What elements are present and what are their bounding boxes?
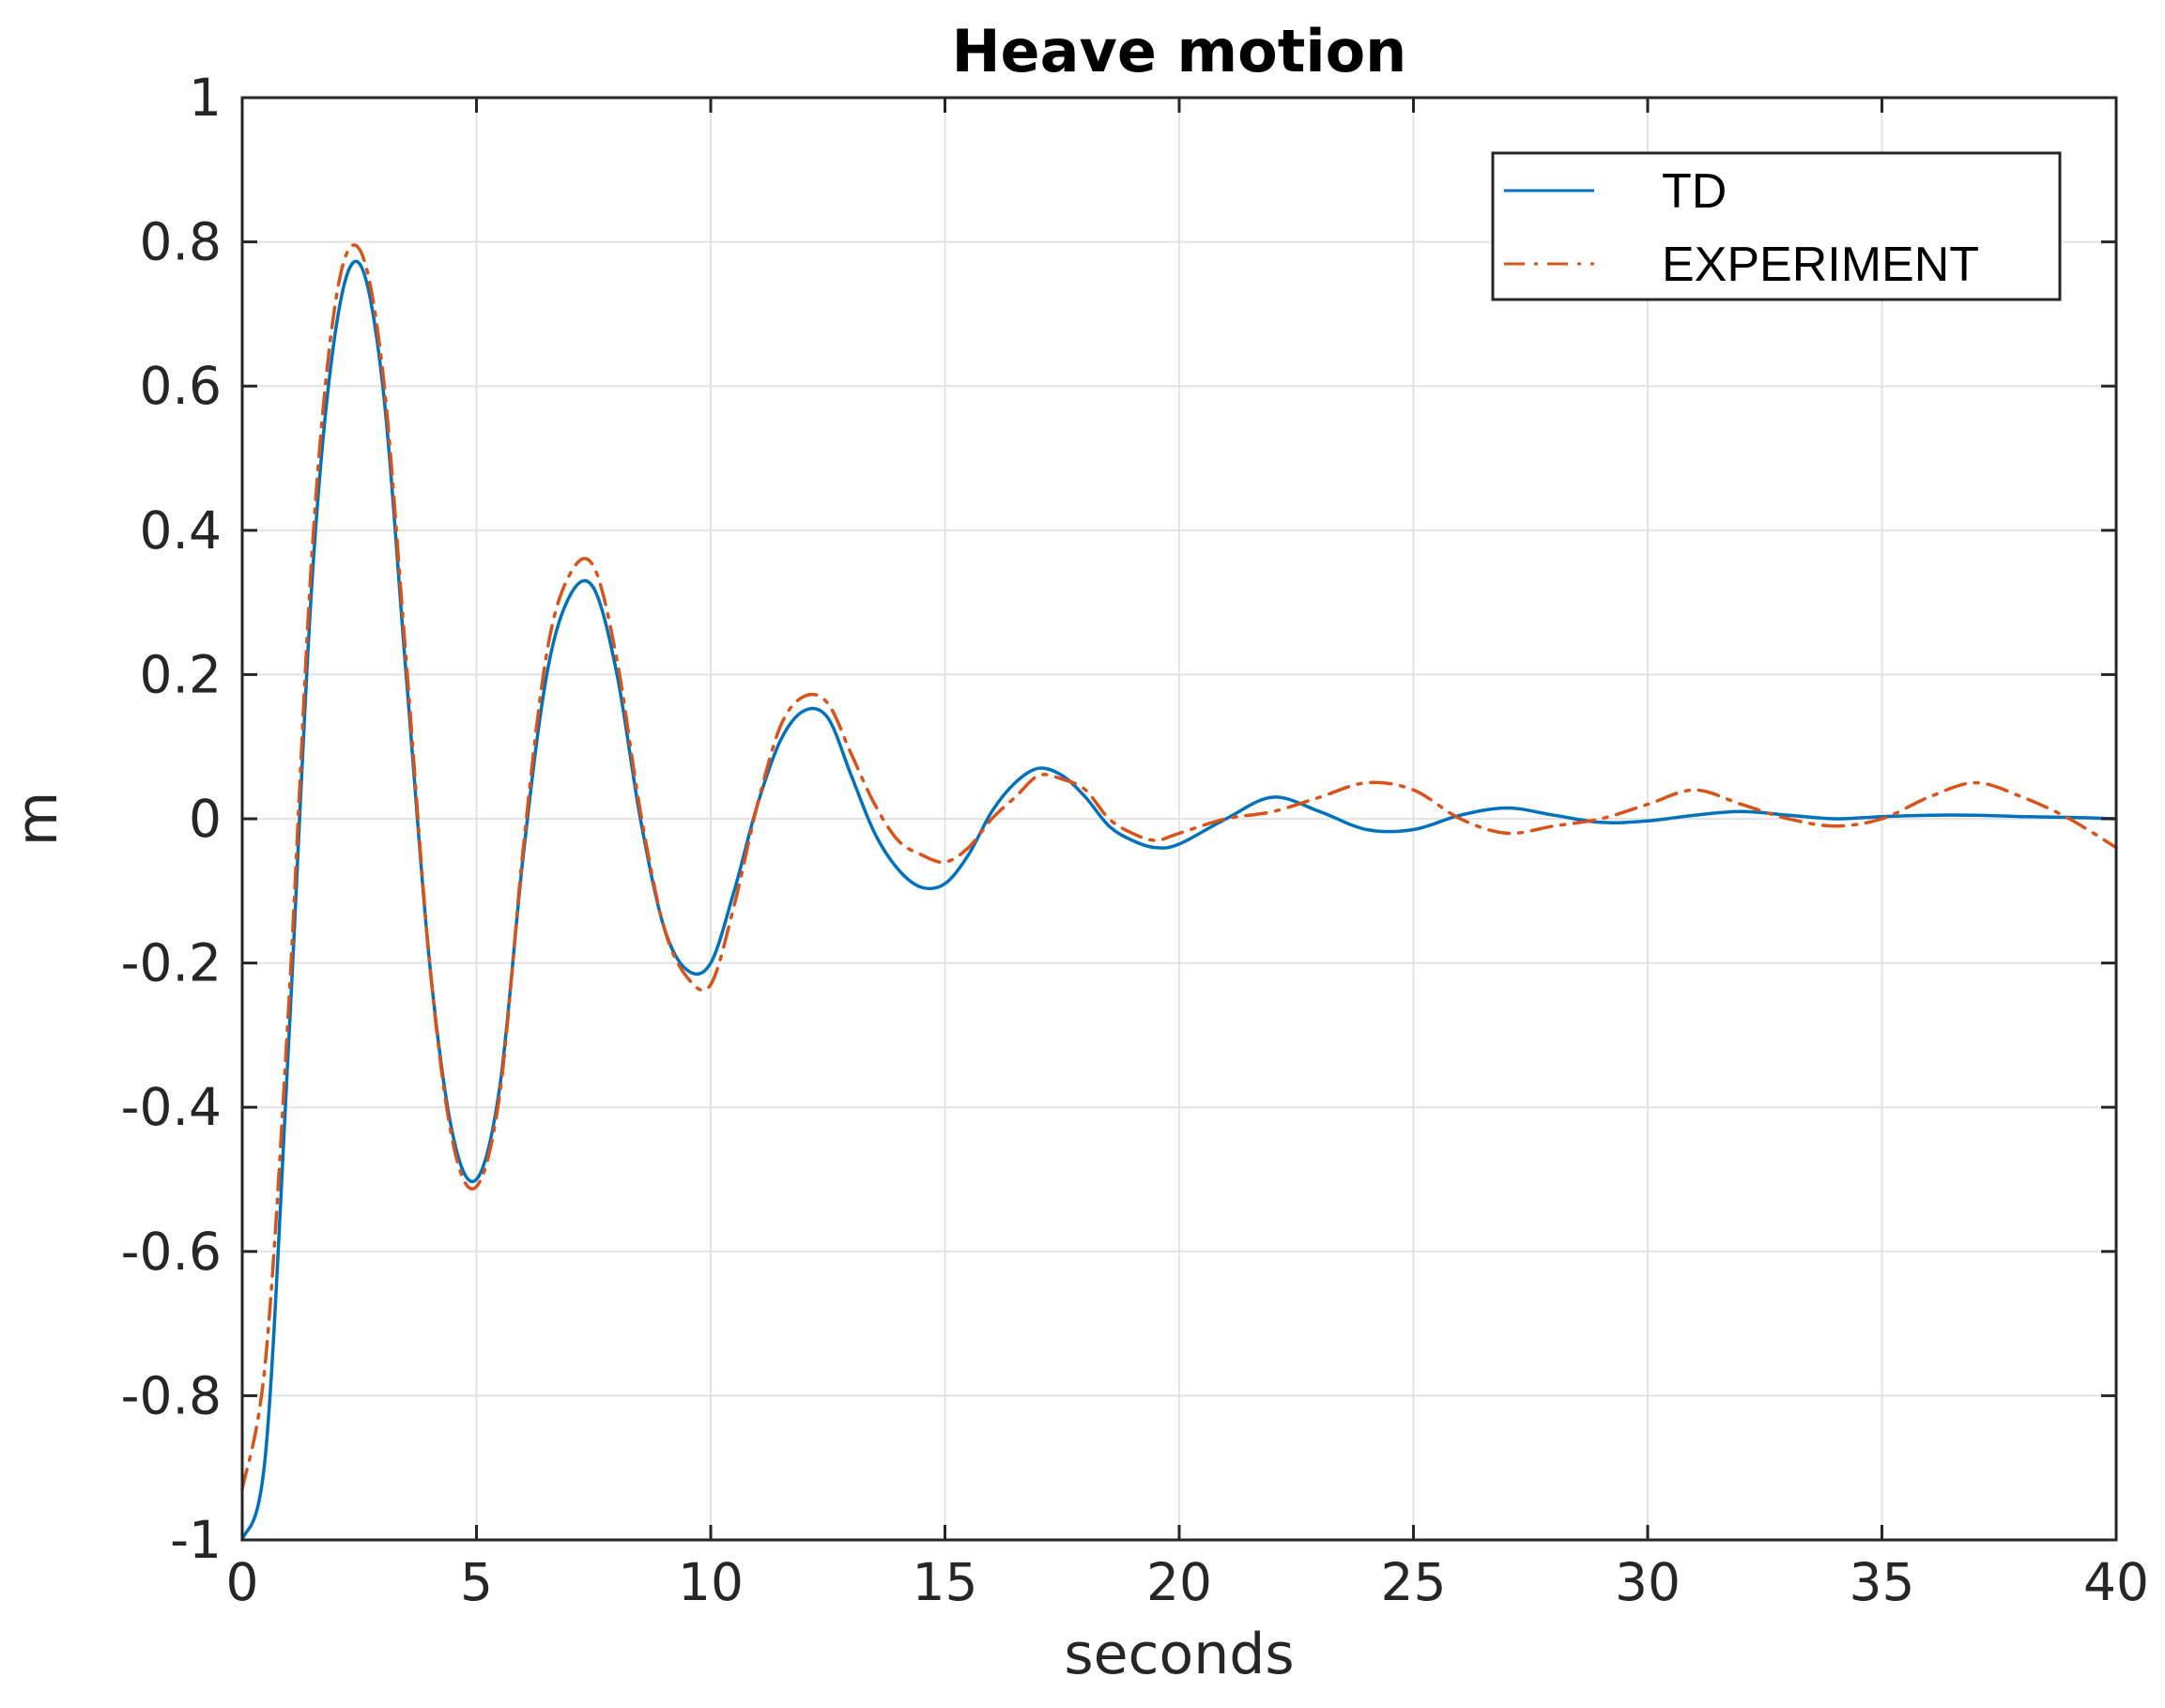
y-tick-label: -1: [170, 1510, 222, 1570]
x-tick-label: 0: [226, 1552, 259, 1612]
x-tick-label: 10: [678, 1552, 744, 1612]
chart-title: Heave motion: [952, 17, 1407, 85]
legend: TD EXPERIMENT: [1491, 151, 2062, 301]
series-layer: [240, 243, 2118, 1542]
x-axis-label: seconds: [1064, 1622, 1294, 1687]
x-tick-label: 15: [913, 1552, 978, 1612]
y-tick-label: 1: [189, 68, 222, 128]
y-tick-label: 0.8: [140, 212, 222, 272]
y-tick-label: -0.2: [121, 933, 222, 993]
y-tick-label: 0.2: [140, 644, 222, 704]
x-tick-label: 40: [2083, 1552, 2149, 1612]
y-tick-label: 0: [189, 789, 222, 849]
x-tick-label: 35: [1850, 1552, 1915, 1612]
series-line-experiment: [240, 243, 2118, 1491]
y-axis-label: m: [5, 792, 70, 846]
x-tick-label: 20: [1146, 1552, 1212, 1612]
y-tick-label: 0.6: [140, 356, 222, 416]
ticks: 0 5 10 15 20 25 30 35 40 1 0.8 0.6 0.4 0.2 0 -0.2 -0.4 -0…: [121, 68, 2149, 1612]
legend-label-experiment: EXPERIMENT: [1662, 238, 1979, 292]
y-tick-label: -0.4: [121, 1077, 222, 1137]
legend-box: [1491, 151, 2062, 301]
legend-label-td: TD: [1662, 164, 1727, 219]
y-tick-label: -0.8: [121, 1365, 222, 1425]
y-tick-label: -0.6: [121, 1222, 222, 1282]
x-tick-label: 30: [1615, 1552, 1681, 1612]
x-tick-label: 5: [460, 1552, 493, 1612]
y-tick-label: 0.4: [140, 500, 222, 561]
x-tick-label: 25: [1381, 1552, 1447, 1612]
